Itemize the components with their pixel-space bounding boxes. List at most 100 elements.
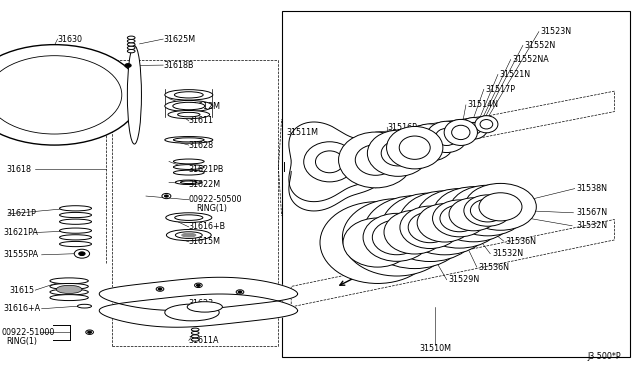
Text: 31532N: 31532N	[576, 221, 607, 230]
Text: 31621PB: 31621PB	[189, 165, 224, 174]
Ellipse shape	[304, 142, 355, 182]
Ellipse shape	[406, 124, 454, 161]
Ellipse shape	[173, 159, 204, 164]
Text: 31630: 31630	[58, 35, 83, 44]
Ellipse shape	[50, 283, 88, 289]
Circle shape	[125, 64, 131, 67]
Text: 31517P: 31517P	[485, 85, 515, 94]
Ellipse shape	[165, 304, 219, 321]
Ellipse shape	[367, 130, 429, 176]
Ellipse shape	[127, 49, 135, 53]
Circle shape	[238, 291, 242, 293]
Ellipse shape	[479, 193, 522, 221]
Ellipse shape	[127, 46, 135, 49]
Circle shape	[162, 193, 171, 199]
Text: J3 500*P: J3 500*P	[588, 352, 621, 361]
Ellipse shape	[77, 304, 92, 308]
Ellipse shape	[399, 191, 491, 255]
Ellipse shape	[127, 43, 135, 46]
Ellipse shape	[173, 138, 204, 142]
Ellipse shape	[175, 180, 202, 185]
Ellipse shape	[452, 125, 470, 140]
Ellipse shape	[173, 164, 204, 170]
Ellipse shape	[60, 206, 92, 211]
Polygon shape	[291, 91, 614, 175]
Ellipse shape	[416, 189, 503, 248]
Text: 31510M: 31510M	[419, 344, 451, 353]
Ellipse shape	[60, 219, 92, 224]
Text: 31567N: 31567N	[576, 208, 607, 217]
Text: 31621PA: 31621PA	[3, 228, 38, 237]
Ellipse shape	[440, 205, 479, 232]
Text: 31523N: 31523N	[541, 27, 572, 36]
Ellipse shape	[417, 203, 472, 242]
Ellipse shape	[433, 200, 486, 237]
Text: 31611A: 31611A	[189, 336, 220, 345]
Text: 31538N: 31538N	[576, 184, 607, 193]
Text: 31612M: 31612M	[189, 102, 221, 110]
Ellipse shape	[191, 328, 199, 331]
Text: 31616+B: 31616+B	[189, 222, 226, 231]
Ellipse shape	[127, 36, 135, 39]
Ellipse shape	[435, 128, 458, 145]
Text: 31615M: 31615M	[189, 237, 221, 246]
Ellipse shape	[464, 195, 511, 226]
Ellipse shape	[399, 136, 430, 159]
Ellipse shape	[50, 289, 88, 295]
Ellipse shape	[372, 220, 421, 255]
Ellipse shape	[408, 212, 452, 243]
Ellipse shape	[342, 199, 451, 276]
Text: RING(1): RING(1)	[196, 204, 227, 213]
Ellipse shape	[165, 137, 212, 143]
Polygon shape	[99, 277, 298, 311]
Ellipse shape	[444, 119, 477, 145]
Ellipse shape	[125, 64, 131, 67]
Ellipse shape	[191, 338, 199, 341]
Text: 31555PA: 31555PA	[3, 250, 38, 259]
Text: 31615: 31615	[10, 286, 35, 295]
Text: 31511M: 31511M	[286, 128, 318, 137]
Text: 31532N: 31532N	[493, 249, 524, 258]
Ellipse shape	[449, 185, 526, 236]
Ellipse shape	[316, 151, 344, 173]
Circle shape	[158, 288, 162, 290]
Polygon shape	[289, 122, 385, 202]
Ellipse shape	[320, 202, 435, 283]
Text: 31621P: 31621P	[6, 209, 36, 218]
Ellipse shape	[426, 121, 467, 153]
Ellipse shape	[173, 102, 205, 110]
Bar	[282, 11, 630, 357]
Text: 00922-51000: 00922-51000	[2, 328, 55, 337]
Ellipse shape	[166, 213, 212, 222]
Ellipse shape	[465, 183, 536, 230]
Ellipse shape	[381, 141, 415, 166]
Ellipse shape	[182, 233, 196, 237]
Ellipse shape	[127, 46, 141, 144]
Text: 31521N: 31521N	[499, 70, 531, 79]
Ellipse shape	[175, 232, 202, 238]
Ellipse shape	[175, 215, 203, 220]
Circle shape	[88, 331, 92, 333]
Ellipse shape	[180, 181, 197, 183]
Circle shape	[86, 330, 93, 334]
Ellipse shape	[174, 92, 204, 98]
Ellipse shape	[173, 170, 204, 175]
Ellipse shape	[449, 198, 498, 231]
Ellipse shape	[355, 145, 396, 175]
Text: FRONT: FRONT	[362, 270, 388, 279]
Ellipse shape	[339, 132, 413, 188]
Text: 31618B: 31618B	[163, 61, 194, 70]
Text: 31616+A: 31616+A	[3, 304, 40, 313]
Ellipse shape	[381, 193, 479, 262]
Text: RING(1): RING(1)	[6, 337, 37, 346]
Circle shape	[74, 249, 90, 258]
Text: 31622M: 31622M	[189, 180, 221, 189]
Ellipse shape	[480, 119, 493, 129]
Ellipse shape	[191, 331, 199, 334]
Text: 31552NA: 31552NA	[512, 55, 548, 64]
Ellipse shape	[56, 285, 82, 294]
Text: 31618: 31618	[6, 165, 31, 174]
Ellipse shape	[417, 132, 444, 153]
Text: 31691: 31691	[189, 311, 214, 320]
Ellipse shape	[50, 278, 88, 284]
